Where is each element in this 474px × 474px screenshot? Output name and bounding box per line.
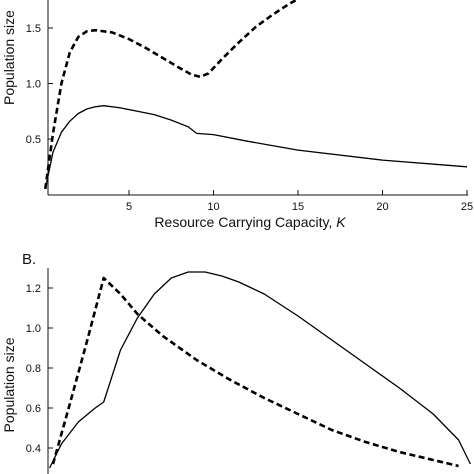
panel-a-series-dashed-line: [44, 0, 300, 190]
panel-a-chart: 0.5 1.0 1.5 5 10 15 20 25 Resource Carrying Cap…: [1, 0, 473, 230]
panel-b-letter: B.: [22, 251, 36, 268]
panel-b-series-dashed-line: [51, 276, 459, 468]
panel-a-x-tick-label: 5: [126, 201, 132, 213]
panel-a-ticks: 0.5 1.0 1.5 5 10 15 20 25: [26, 23, 473, 213]
panel-a-x-tick-label: 10: [207, 201, 219, 213]
panel-b-ticks: 0.4 0.6 0.8 1.0 1.2: [26, 283, 53, 455]
panel-b-y-tick-label: 0.8: [26, 363, 41, 375]
panel-b-series-solid-line: [49, 271, 471, 469]
panel-b-chart: B. 0.4 0.6 0.8 1.0 1.2 Population size: [1, 251, 471, 474]
panel-b-y-tick-label: 0.4: [26, 443, 41, 455]
panel-a-series-solid-line: [44, 105, 468, 190]
panel-b-y-axis-title: Population size: [1, 337, 17, 432]
panel-b-y-tick-label: 1.0: [26, 323, 41, 335]
panel-a-x-tick-label: 25: [461, 201, 473, 213]
panel-b-y-tick-label: 1.2: [26, 283, 41, 295]
panel-a-y-tick-label: 0.5: [26, 134, 41, 146]
panel-a-y-tick-label: 1.5: [26, 23, 41, 35]
panel-b-y-tick-label: 0.6: [26, 403, 41, 415]
panel-b-series: [49, 271, 471, 469]
panel-a-y-axis-title: Population size: [1, 10, 17, 105]
panel-a-x-tick-label: 15: [292, 201, 304, 213]
panel-a-x-axis-title: Resource Carrying Capacity, K: [154, 214, 346, 230]
panel-a-series: [44, 0, 468, 190]
panel-a-y-tick-label: 1.0: [26, 79, 41, 91]
panel-a-x-tick-label: 20: [376, 201, 388, 213]
